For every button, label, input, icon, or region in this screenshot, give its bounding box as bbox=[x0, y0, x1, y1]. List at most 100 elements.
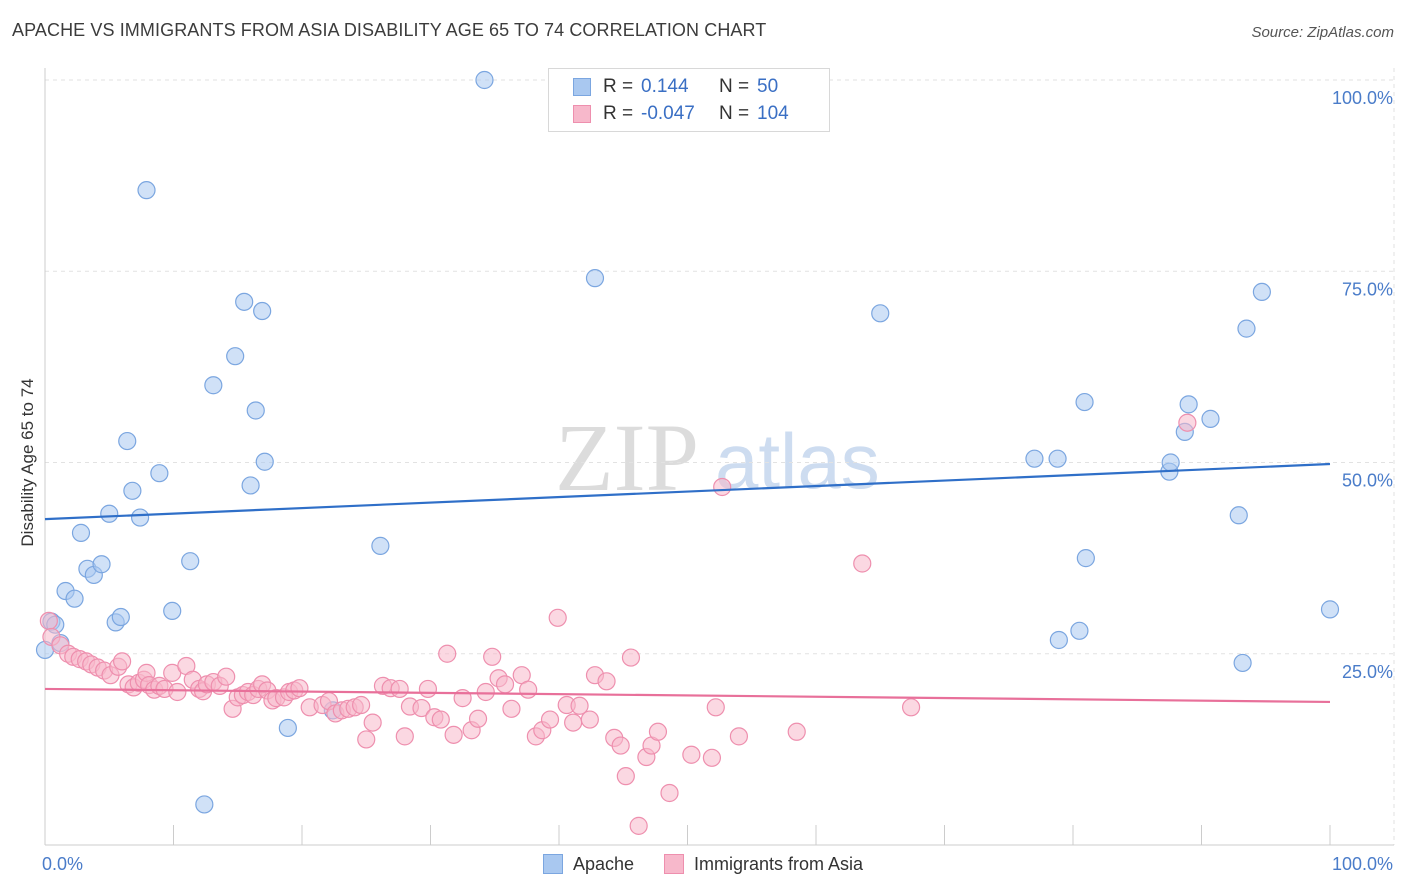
data-point bbox=[616, 767, 635, 786]
bottom-legend-swatch-apache bbox=[542, 854, 563, 874]
data-point bbox=[235, 292, 254, 311]
data-point bbox=[621, 648, 641, 667]
series-layer bbox=[35, 70, 1340, 835]
data-point bbox=[502, 699, 521, 718]
data-point bbox=[118, 431, 137, 451]
legend-swatch-apache bbox=[573, 78, 591, 96]
data-point bbox=[1161, 453, 1180, 472]
data-point bbox=[137, 181, 156, 200]
data-point bbox=[1229, 506, 1248, 525]
data-point bbox=[195, 795, 214, 814]
y-tick-label: 100.0% bbox=[1332, 88, 1393, 108]
chart-source: Source: ZipAtlas.com bbox=[1251, 24, 1394, 41]
legend-swatch-immigrants bbox=[573, 105, 591, 123]
data-point bbox=[660, 783, 679, 803]
data-point bbox=[168, 682, 187, 702]
data-point bbox=[363, 713, 382, 732]
data-point bbox=[1049, 630, 1068, 650]
data-point bbox=[100, 504, 119, 523]
data-point bbox=[123, 481, 142, 500]
data-point bbox=[901, 698, 921, 717]
data-point bbox=[702, 748, 722, 767]
legend-r-label: R = bbox=[603, 103, 634, 124]
data-point bbox=[706, 698, 725, 717]
data-point bbox=[580, 710, 599, 729]
data-point bbox=[1179, 395, 1198, 414]
y-tick-label: 50.0% bbox=[1342, 471, 1393, 491]
data-point bbox=[1237, 319, 1256, 338]
data-point bbox=[395, 727, 414, 746]
data-point bbox=[597, 672, 616, 691]
data-point bbox=[871, 304, 890, 323]
bottom-legend-label-apache: Apache bbox=[572, 853, 634, 874]
legend-row-immigrants: R = -0.047 N = 104 bbox=[573, 102, 789, 126]
data-point bbox=[130, 508, 150, 527]
data-point bbox=[853, 554, 872, 573]
data-point bbox=[217, 667, 236, 686]
data-point bbox=[111, 607, 130, 627]
data-point bbox=[787, 722, 806, 741]
data-point bbox=[468, 709, 488, 728]
data-point bbox=[246, 401, 265, 420]
data-point bbox=[564, 713, 583, 732]
data-point bbox=[65, 589, 84, 608]
data-point bbox=[1025, 449, 1044, 468]
data-point bbox=[278, 718, 297, 738]
data-point bbox=[648, 722, 668, 741]
legend-r-label: R = bbox=[603, 76, 634, 97]
data-point bbox=[519, 680, 538, 699]
bottom-legend-label-immigrants: Immigrants from Asia bbox=[694, 853, 864, 874]
data-point bbox=[371, 536, 390, 555]
data-point bbox=[629, 816, 648, 835]
x-tick-label: 100.0% bbox=[1332, 854, 1393, 874]
data-point bbox=[611, 736, 630, 755]
legend-n-label: N = bbox=[719, 76, 750, 97]
data-point bbox=[226, 347, 245, 366]
trend-line-apache bbox=[44, 462, 1331, 521]
data-point bbox=[290, 679, 309, 698]
bottom-legend-immigrants: Immigrants from Asia bbox=[664, 852, 863, 876]
legend-n-label: N = bbox=[719, 103, 750, 124]
data-point bbox=[253, 301, 272, 321]
data-point bbox=[682, 745, 701, 764]
bottom-legend: Apache Immigrants from Asia bbox=[0, 852, 1406, 876]
y-axis-title: Disability Age 65 to 74 bbox=[18, 378, 37, 546]
data-point bbox=[431, 710, 450, 729]
data-point bbox=[444, 725, 463, 744]
data-point bbox=[1048, 449, 1067, 468]
data-point bbox=[1075, 392, 1094, 412]
bottom-legend-apache: Apache bbox=[542, 852, 634, 876]
data-point bbox=[1178, 413, 1197, 432]
y-tick-label: 75.0% bbox=[1342, 279, 1393, 299]
data-point bbox=[418, 679, 438, 699]
data-point bbox=[163, 601, 182, 621]
data-point bbox=[476, 682, 495, 702]
data-point bbox=[570, 696, 589, 715]
data-point bbox=[241, 476, 260, 495]
trend-line-immigrants bbox=[44, 687, 1331, 704]
data-point bbox=[729, 727, 749, 746]
data-point bbox=[1252, 282, 1271, 302]
legend-row-apache: R = 0.144 N = 50 bbox=[573, 75, 778, 99]
data-point bbox=[352, 695, 371, 715]
data-point bbox=[1201, 409, 1220, 428]
data-point bbox=[1076, 549, 1095, 568]
data-point bbox=[495, 675, 515, 694]
labels-layer: 25.0% 50.0% 75.0% 100.0% 0.0% 100.0% Disabilit… bbox=[18, 88, 1393, 874]
x-tick-label: 0.0% bbox=[42, 854, 83, 874]
legend-n-value: 104 bbox=[757, 103, 789, 124]
data-point bbox=[204, 376, 223, 395]
data-point bbox=[438, 644, 457, 663]
data-point bbox=[540, 710, 560, 729]
axes bbox=[44, 68, 1394, 846]
watermark-atlas: atlas bbox=[715, 417, 880, 505]
data-point bbox=[71, 523, 91, 542]
data-point bbox=[357, 730, 376, 749]
data-point bbox=[1320, 600, 1340, 619]
series-apache bbox=[35, 70, 1340, 814]
data-point bbox=[713, 477, 732, 497]
data-point bbox=[92, 555, 111, 574]
data-point bbox=[181, 552, 200, 571]
data-point bbox=[390, 679, 409, 699]
